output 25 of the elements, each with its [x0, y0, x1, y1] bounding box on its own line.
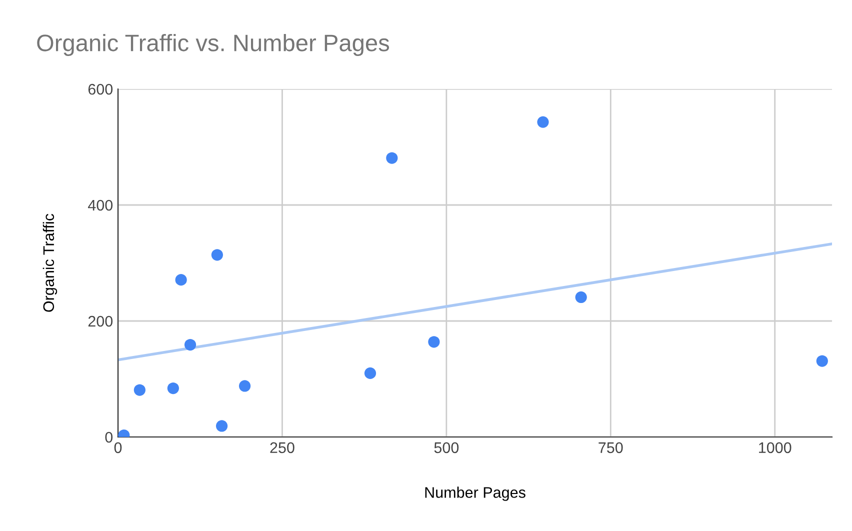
chart-title: Organic Traffic vs. Number Pages [37, 34, 390, 56]
point [537, 116, 549, 128]
point [216, 420, 228, 432]
point [575, 291, 587, 304]
point [211, 249, 223, 261]
x-tick-label: 500 [434, 442, 459, 454]
x-axis-title: Number Pages [425, 486, 526, 501]
y-tick-label: 400 [88, 200, 113, 211]
y-tick-label: 200 [88, 316, 113, 327]
y-tick-label: 600 [88, 84, 113, 95]
point [167, 382, 179, 394]
y-axis-title: Organic Traffic [42, 214, 58, 312]
point [175, 274, 187, 286]
point [364, 367, 376, 380]
x-tick-label: 250 [270, 442, 294, 454]
point [816, 355, 828, 367]
point [184, 338, 196, 351]
x-tick-label: 0 [114, 442, 122, 454]
y-tick-label: 0 [105, 432, 113, 443]
point [238, 380, 251, 392]
point [428, 336, 440, 348]
point [134, 384, 146, 396]
point [386, 152, 398, 164]
x-tick-label: 750 [598, 442, 623, 454]
x-tick-label: 1000 [759, 442, 792, 454]
